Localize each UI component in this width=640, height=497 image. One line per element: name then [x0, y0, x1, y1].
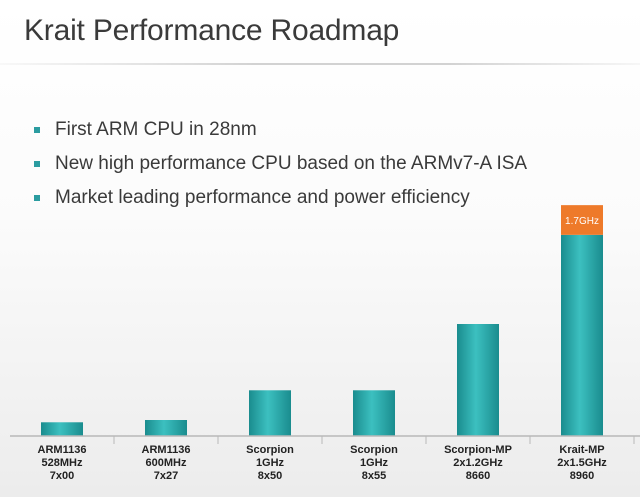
category-label-line: 8x50: [257, 470, 283, 482]
category-label-line: Scorpion: [246, 444, 294, 456]
bar-5: [561, 234, 603, 436]
category-label-line: Krait-MP: [559, 444, 605, 456]
bar-0: [41, 422, 83, 436]
slide-title: Krait Performance Roadmap: [24, 14, 400, 47]
category-label-line: 1GHz: [255, 457, 285, 469]
bullet-text: First ARM CPU in 28nm: [55, 119, 257, 140]
bar-1: [145, 420, 187, 436]
category-label: ARM1136 600MHz 7x27: [114, 444, 218, 483]
bar-4: [457, 324, 499, 436]
bullet-item: Market leading performance and power eff…: [34, 183, 527, 217]
title-divider: [0, 63, 640, 65]
bullet-item: First ARM CPU in 28nm: [34, 115, 527, 149]
category-label-line: 7x00: [49, 470, 75, 482]
category-label-line: Scorpion: [350, 444, 398, 456]
category-label-line: ARM1136: [37, 444, 87, 456]
category-label-line: 8960: [569, 470, 595, 482]
bar-2: [249, 390, 291, 436]
category-label: Scorpion-MP 2x1.2GHz 8660: [426, 444, 530, 483]
category-label-line: 8x55: [361, 470, 387, 482]
category-label-line: 8660: [465, 470, 491, 482]
category-label: Scorpion 1GHz 8x50: [218, 444, 322, 483]
category-label: Scorpion 1GHz 8x55: [322, 444, 426, 483]
bullet-list: First ARM CPU in 28nm New high performan…: [34, 115, 527, 217]
category-label-line: 2x1.2GHz: [453, 457, 503, 469]
category-label: ARM1136 528MHz 7x00: [10, 444, 114, 483]
bullet-item: New high performance CPU based on the AR…: [34, 149, 527, 183]
square-bullet-icon: [34, 161, 40, 167]
category-label-line: 1GHz: [359, 457, 389, 469]
category-label-line: 600MHz: [145, 457, 187, 469]
category-label-line: ARM1136: [141, 444, 191, 456]
bar-extra-segment: [561, 205, 603, 235]
category-label-line: 528MHz: [41, 457, 83, 469]
category-label-line: Scorpion-MP: [444, 444, 512, 456]
bar-3: [353, 390, 395, 436]
bullet-text: Market leading performance and power eff…: [55, 187, 470, 208]
square-bullet-icon: [34, 195, 40, 201]
category-label-line: 2x1.5GHz: [557, 457, 607, 469]
bar-extra-label: 1.7GHz: [565, 216, 599, 227]
square-bullet-icon: [34, 127, 40, 133]
category-label: Krait-MP 2x1.5GHz 8960: [530, 444, 634, 483]
bullet-text: New high performance CPU based on the AR…: [55, 153, 528, 174]
category-label-line: 7x27: [153, 470, 179, 482]
